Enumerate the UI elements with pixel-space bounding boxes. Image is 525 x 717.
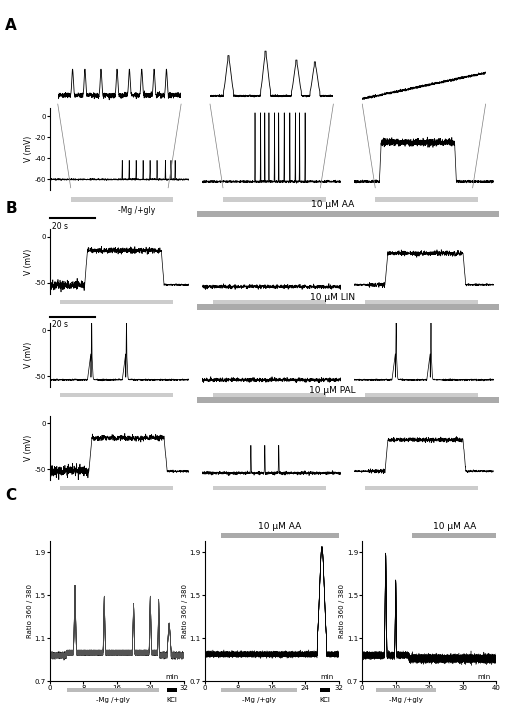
Y-axis label: Ratio 360 / 380: Ratio 360 / 380 [182, 584, 188, 638]
Y-axis label: Ratio 360 / 380: Ratio 360 / 380 [27, 584, 33, 638]
Text: B: B [5, 201, 17, 216]
Y-axis label: Ratio 360 / 380: Ratio 360 / 380 [340, 584, 345, 638]
Text: 10 μM AA: 10 μM AA [311, 199, 354, 209]
Text: 10 μM LIN: 10 μM LIN [310, 293, 355, 302]
Text: 10 μM AA: 10 μM AA [433, 522, 476, 531]
Text: 20 s: 20 s [52, 222, 68, 231]
Text: -Mg /+gly: -Mg /+gly [389, 697, 423, 703]
Y-axis label: V (mV): V (mV) [24, 136, 33, 162]
Text: min: min [165, 673, 178, 680]
Y-axis label: V (mV): V (mV) [24, 342, 33, 368]
Text: KCl: KCl [320, 697, 330, 703]
Y-axis label: V (mV): V (mV) [24, 249, 33, 275]
Text: min: min [478, 673, 491, 680]
Y-axis label: V (mV): V (mV) [24, 435, 33, 461]
Text: min: min [320, 673, 333, 680]
Text: A: A [5, 18, 17, 33]
Text: 20 s: 20 s [52, 320, 68, 330]
Text: 10 μM PAL: 10 μM PAL [309, 386, 356, 395]
Text: C: C [5, 488, 16, 503]
Text: -Mg /+gly: -Mg /+gly [118, 206, 155, 215]
Text: -Mg /+gly: -Mg /+gly [96, 697, 130, 703]
Text: 10 μM AA: 10 μM AA [258, 522, 302, 531]
Text: -Mg /+gly: -Mg /+gly [242, 697, 276, 703]
Text: KCl: KCl [167, 697, 177, 703]
